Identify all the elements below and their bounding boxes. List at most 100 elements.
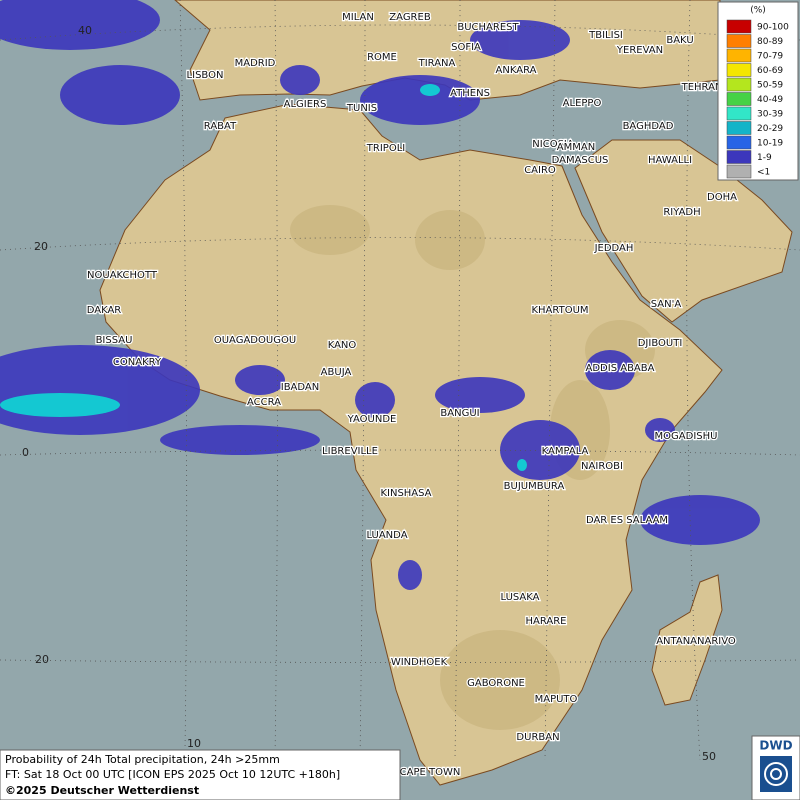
city-label: TEHRAN (681, 82, 723, 93)
city-label: SAN'A (651, 299, 682, 310)
city-labels: MILAN ZAGREB BUCHAREST TBILISI BAKU MADRID ROM… (85, 11, 738, 780)
city-label: KAMPALA (542, 446, 589, 457)
legend-swatch (726, 19, 752, 34)
city-label: ADDIS ABABA (586, 363, 655, 374)
city-label: TBILISI (588, 30, 623, 41)
city-label: DAKAR (87, 305, 122, 316)
legend-label: 60-69 (757, 66, 783, 76)
legend-swatch (726, 77, 752, 92)
city-label: RIYADH (663, 207, 700, 218)
logo-swirl (770, 768, 782, 780)
city-label: LIBREVILLE (322, 446, 378, 457)
caption-line: Probability of 24h Total precipitation, … (5, 753, 280, 766)
logo-text: DWD (759, 739, 792, 753)
grid-label: 40 (78, 24, 92, 37)
city-label: BAKU (666, 35, 693, 46)
legend: 90-100 80-89 70-79 60-69 50-59 40-49 30-39 20-2… (726, 19, 789, 179)
city-label: KHARTOUM (531, 305, 588, 316)
city-label: BUCHAREST (457, 22, 519, 33)
caption-line: ©2025 Deutscher Wetterdienst (5, 784, 199, 797)
grid-label: 0 (22, 446, 29, 459)
legend-swatch (726, 106, 752, 121)
city-label: ATHENS (450, 88, 490, 99)
city-label: TUNIS (346, 103, 377, 114)
city-label: ANTANANARIVO (656, 636, 736, 647)
city-label: BISSAU (96, 335, 133, 346)
caption-line: FT: Sat 18 Oct 00 UTC [ICON EPS 2025 Oct… (5, 768, 340, 781)
legend-label: 80-89 (757, 37, 783, 47)
legend-label: 20-29 (757, 124, 783, 134)
city-label: NOUAKCHOTT (87, 270, 158, 281)
city-label: IBADAN (281, 382, 320, 393)
city-label: MADRID (235, 58, 276, 69)
city-label: OUAGADOUGOU (214, 335, 296, 346)
legend-label: 90-100 (757, 23, 789, 33)
city-label: LISBON (187, 70, 224, 81)
city-label: ACCRA (247, 397, 281, 408)
legend-swatch (726, 63, 752, 77)
city-label: MOGADISHU (655, 431, 718, 442)
city-label: ZAGREB (389, 12, 431, 23)
legend-label: 10-19 (757, 139, 783, 149)
city-label: HAWALLI (648, 155, 692, 166)
legend-swatch (726, 48, 752, 63)
city-label: SOFIA (451, 42, 481, 53)
logo-swirl (764, 762, 788, 786)
city-label: ANKARA (496, 65, 537, 76)
legend-swatch (726, 121, 752, 135)
legend-swatch (726, 34, 752, 48)
legend-label: 1-9 (757, 153, 772, 163)
grid-label: 10 (187, 737, 201, 750)
city-label: ROME (367, 52, 397, 63)
madagascar (651, 574, 723, 706)
city-label: JEDDAH (594, 243, 634, 254)
caption-box (0, 749, 401, 800)
city-label: TRIPOLI (366, 143, 405, 154)
legend-label: <1 (757, 168, 770, 178)
city-label: AMMAN (557, 142, 595, 153)
city-label: ALEPPO (563, 98, 602, 109)
legend-swatch (726, 164, 752, 179)
city-label: BAGHDAD (623, 121, 674, 132)
city-label: HARARE (525, 616, 566, 627)
city-label: DAMASCUS (552, 155, 609, 166)
grid-label: 50 (702, 750, 716, 763)
city-label: NAIROBI (581, 461, 623, 472)
city-label: KINSHASA (380, 488, 431, 499)
legend-swatch (726, 135, 752, 150)
legend-label: 30-39 (757, 110, 783, 120)
city-label: GABORONE (467, 678, 525, 689)
terrain (290, 205, 655, 730)
precipitation-high (0, 84, 527, 471)
legend-title: (%) (750, 6, 766, 16)
grid-label: 20 (34, 240, 48, 253)
city-label: TIRANA (418, 58, 456, 69)
grid-label: 20 (35, 653, 49, 666)
legend-label: 40-49 (757, 95, 783, 105)
city-label: CAPE TOWN (400, 767, 461, 778)
city-label: YAOUNDE (347, 414, 397, 425)
legend-label: 70-79 (757, 52, 783, 62)
city-label: DURBAN (516, 732, 559, 743)
city-label: DJIBOUTI (638, 338, 683, 349)
legend-swatch (726, 150, 752, 164)
city-label: LUSAKA (501, 592, 540, 603)
city-label: BUJUMBURA (504, 481, 565, 492)
city-label: NICOSIA (532, 139, 574, 150)
city-label: RABAT (204, 121, 237, 132)
city-label: YEREVAN (616, 45, 663, 56)
city-label: DAR ES SALAAM (586, 515, 668, 526)
legend-swatch (726, 92, 752, 106)
city-label: BANGUI (440, 408, 479, 419)
city-label: LUANDA (366, 530, 407, 541)
city-label: ABUJA (321, 367, 352, 378)
city-label: CAIRO (524, 165, 556, 176)
city-label: WINDHOEK (391, 657, 448, 668)
graticule (0, 0, 800, 761)
city-label: KANO (328, 340, 357, 351)
city-label: MAPUTO (535, 694, 578, 705)
city-label: CONAKRY (113, 357, 162, 368)
city-label: ALGIERS (284, 99, 327, 110)
city-label: DOHA (707, 192, 737, 203)
